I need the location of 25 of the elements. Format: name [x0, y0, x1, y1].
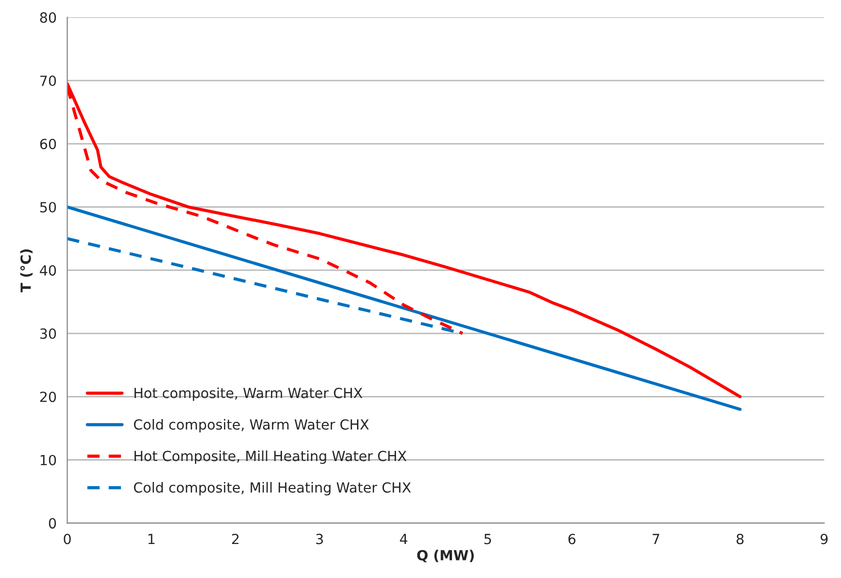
y-tick-label: 0	[48, 518, 56, 529]
y-tick-label: 50	[40, 202, 56, 212]
legend-label: Cold composite, Warm Water CHX	[134, 418, 369, 432]
y-tick-label: 20	[40, 392, 56, 402]
x-tick-label: 3	[316, 534, 323, 544]
y-tick-label: 10	[40, 454, 56, 466]
x-tick-label: 2	[232, 534, 239, 544]
x-tick-label: 8	[736, 534, 744, 544]
x-axis-title: Q (MW)	[417, 550, 474, 562]
x-tick-label: 1	[148, 534, 155, 544]
y-axis-title: T (°C)	[20, 249, 33, 292]
x-tick-label: 9	[820, 534, 828, 544]
y-tick-label: 70	[40, 76, 56, 86]
legend-label: Hot Composite, Mill Heating Water CHX	[134, 450, 406, 464]
y-tick-label: 40	[40, 265, 56, 276]
x-tick-label: 6	[568, 534, 576, 544]
legend-label: Cold composite, Mill Heating Water CHX	[134, 482, 411, 496]
y-tick-label: 30	[40, 328, 56, 339]
x-tick-label: 5	[484, 534, 491, 544]
y-tick-label: 80	[40, 12, 56, 23]
x-tick-label: 7	[652, 534, 660, 544]
y-tick-label: 60	[40, 138, 56, 150]
x-tick-label: 0	[64, 534, 71, 544]
x-tick-label: 4	[400, 534, 408, 544]
legend-label: Hot composite, Warm Water CHX	[134, 387, 362, 401]
